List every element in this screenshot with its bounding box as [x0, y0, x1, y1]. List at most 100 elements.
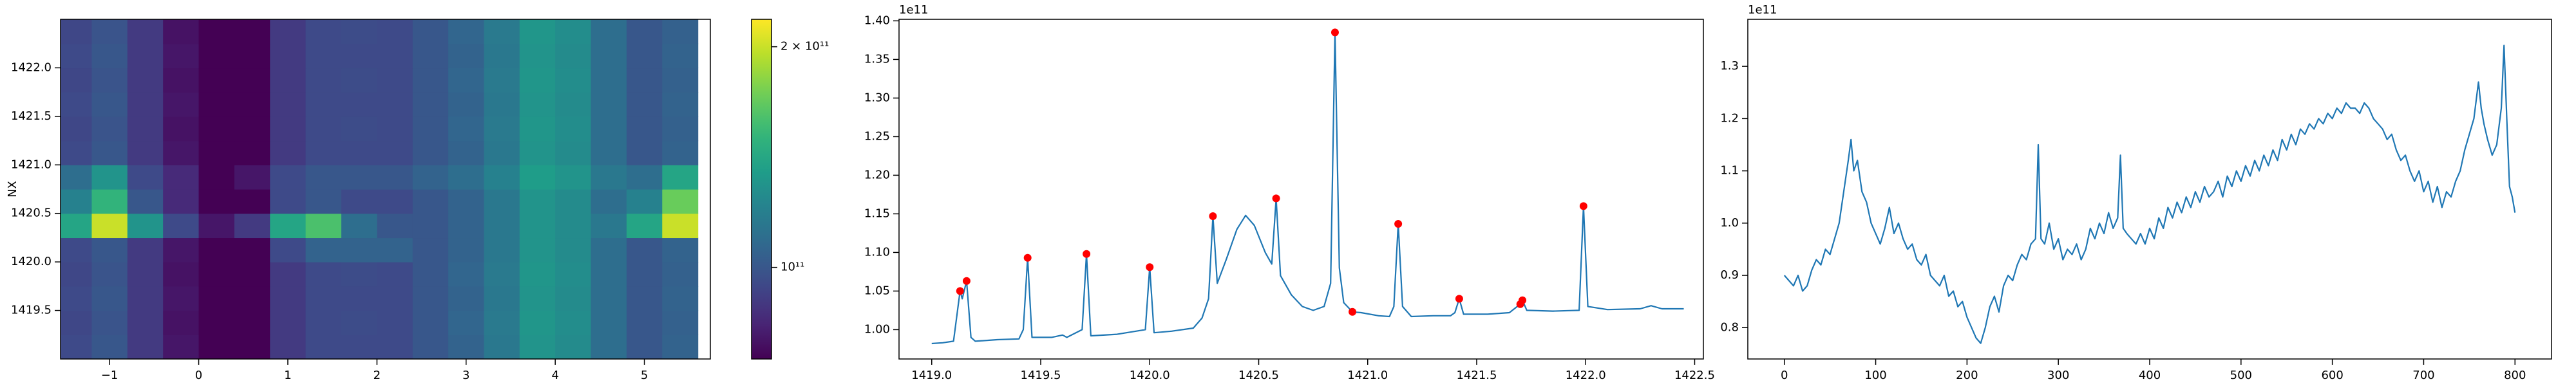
heatmap-cell	[412, 213, 449, 239]
heatmap-cell	[61, 116, 93, 142]
heatmap-cell	[234, 68, 270, 93]
y-tick-label: 1.15	[864, 207, 890, 220]
heatmap-cell	[412, 262, 449, 287]
heatmap-cell	[127, 116, 164, 142]
heatmap-cell	[591, 335, 627, 359]
heatmap-cell	[377, 335, 413, 359]
heatmap-cell	[341, 92, 377, 117]
heatmap-cell	[377, 43, 413, 69]
heatmap-cell	[198, 262, 235, 287]
peak-marker	[1519, 296, 1527, 304]
x-tick-label: 100	[1864, 369, 1886, 382]
heatmap-cell	[626, 262, 663, 287]
peak-marker	[1394, 220, 1403, 228]
heatmap-cell	[341, 286, 377, 311]
heatmap-cell	[127, 43, 164, 69]
heatmap-cell	[484, 165, 520, 190]
heatmap-cell	[234, 43, 270, 69]
x-tick-label: 800	[2504, 369, 2526, 382]
heatmap-cell	[484, 43, 520, 69]
heatmap-cell	[519, 310, 556, 335]
peak-marker	[1455, 295, 1463, 303]
heatmap-cell	[305, 262, 342, 287]
x-tick-label: 0	[1781, 369, 1788, 382]
heatmap-cell	[555, 68, 592, 93]
heatmap-cell	[234, 165, 270, 190]
y-tick-label: 1420.5	[11, 207, 52, 220]
heatmap-cell	[91, 310, 128, 335]
heatmap-cell	[555, 286, 592, 311]
heatmap-cell	[163, 19, 200, 44]
heatmap-cell	[234, 310, 270, 335]
heatmap-cell	[448, 43, 485, 69]
heatmap	[61, 19, 699, 359]
heatmap-cell	[127, 92, 164, 117]
heatmap-cell	[91, 165, 128, 190]
heatmap-cell	[412, 310, 449, 335]
y-tick-label: 1.20	[864, 168, 890, 181]
heatmap-cell	[591, 286, 627, 311]
heatmap-cell	[270, 43, 307, 69]
heatmap-cell	[484, 286, 520, 311]
x-tick-label: 3	[462, 369, 469, 382]
heatmap-cell	[448, 335, 485, 359]
heatmap-cell	[591, 310, 627, 335]
heatmap-cell	[198, 43, 235, 69]
heatmap-cell	[377, 286, 413, 311]
heatmap-cell	[305, 213, 342, 239]
axes-frame	[1747, 19, 2552, 360]
heatmap-cell	[662, 165, 699, 190]
peak-marker	[1023, 253, 1032, 262]
heatmap-cell	[127, 165, 164, 190]
heatmap-cell	[555, 213, 592, 239]
heatmap-cell	[234, 92, 270, 117]
peak-marker	[1209, 212, 1217, 220]
heatmap-cell	[198, 213, 235, 239]
heatmap-cell	[91, 335, 128, 359]
heatmap-cell	[448, 68, 485, 93]
heatmap-cell	[163, 116, 200, 142]
heatmap-cell	[484, 335, 520, 359]
heatmap-cell	[198, 237, 235, 262]
heatmap-cell	[448, 92, 485, 117]
heatmap-cell	[519, 116, 556, 142]
heatmap-cell	[305, 140, 342, 165]
heatmap-cell	[484, 19, 520, 44]
heatmap-cell	[377, 92, 413, 117]
heatmap-cell	[519, 213, 556, 239]
x-tick-label: 0	[195, 369, 202, 382]
heatmap-cell	[163, 165, 200, 190]
heatmap-cell	[484, 68, 520, 93]
heatmap-cell	[591, 116, 627, 142]
heatmap-cell	[448, 189, 485, 214]
heatmap-cell	[305, 335, 342, 359]
y-tick-label: 1.25	[864, 129, 890, 143]
heatmap-cell	[519, 189, 556, 214]
heatmap-cell	[555, 237, 592, 262]
heatmap-cell	[61, 68, 93, 93]
heatmap-cell	[127, 335, 164, 359]
peak-marker	[1146, 263, 1154, 271]
heatmap-cell	[412, 116, 449, 142]
heatmap-cell	[662, 335, 699, 359]
heatmap-cell	[198, 19, 235, 44]
heatmap-cell	[270, 286, 307, 311]
y-tick-label: 1.05	[864, 284, 890, 297]
x-tick-label: 1421.5	[1456, 369, 1497, 382]
heatmap-cell	[163, 140, 200, 165]
heatmap-cell	[163, 310, 200, 335]
heatmap-cell	[484, 189, 520, 214]
heatmap-cell	[234, 189, 270, 214]
heatmap-cell	[341, 68, 377, 93]
heatmap-cell	[626, 213, 663, 239]
heatmap-cell	[377, 189, 413, 214]
heatmap-cell	[234, 116, 270, 142]
heatmap-cell	[484, 116, 520, 142]
heatmap-cell	[377, 165, 413, 190]
heatmap-cell	[591, 19, 627, 44]
heatmap-cell	[591, 189, 627, 214]
heatmap-cell	[163, 189, 200, 214]
heatmap-cell	[662, 189, 699, 214]
heatmap-cell	[163, 262, 200, 287]
heatmap-cell	[270, 68, 307, 93]
